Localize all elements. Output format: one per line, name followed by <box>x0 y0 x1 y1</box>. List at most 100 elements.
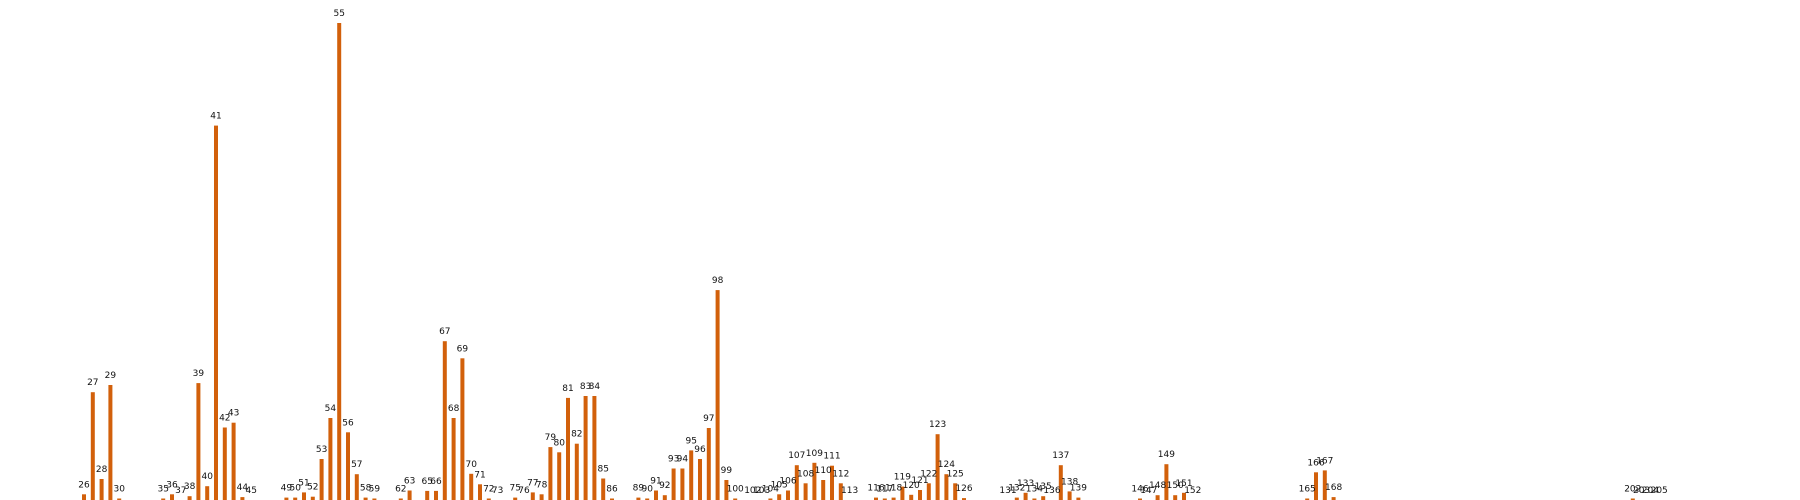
bar-label-67: 67 <box>439 327 450 337</box>
bar-55 <box>337 23 342 500</box>
bar-126 <box>962 498 966 500</box>
bar-label-137: 137 <box>1052 451 1069 461</box>
bar-38 <box>187 496 192 500</box>
bar-58 <box>363 497 368 500</box>
bar-label-85: 85 <box>597 465 608 475</box>
bar-52 <box>310 496 315 500</box>
bar-100 <box>733 498 738 500</box>
bar-label-49: 49 <box>281 484 293 494</box>
bar-104 <box>768 498 773 500</box>
bar-97 <box>706 428 711 500</box>
bar-79 <box>548 447 553 500</box>
bar-107 <box>794 465 799 500</box>
bar-81 <box>566 397 570 500</box>
bar-label-125: 125 <box>947 469 964 479</box>
bar-39 <box>196 383 201 500</box>
bar-78 <box>539 494 544 500</box>
bar-label-77: 77 <box>527 478 538 488</box>
bar-label-147: 147 <box>1140 486 1157 496</box>
bar-40 <box>205 486 210 500</box>
bar-label-53: 53 <box>316 445 327 455</box>
bar-label-52: 52 <box>307 483 318 493</box>
bar-label-119: 119 <box>894 473 911 483</box>
bar-label-108: 108 <box>797 469 814 479</box>
bar-146 <box>1138 498 1142 500</box>
bar-label-45: 45 <box>245 486 256 496</box>
bar-112 <box>838 483 843 500</box>
bar-label-150: 150 <box>1167 481 1184 491</box>
bar-119 <box>900 486 905 500</box>
bar-167 <box>1322 470 1327 500</box>
bar-44 <box>240 497 245 500</box>
bar-149 <box>1164 464 1169 500</box>
bar-91 <box>654 490 658 500</box>
bar-59 <box>372 498 377 500</box>
bar-label-102: 102 <box>744 486 761 496</box>
bar-label-133: 133 <box>1017 479 1034 489</box>
bar-label-86: 86 <box>606 485 618 495</box>
bar-151 <box>1182 492 1186 500</box>
bar-90 <box>645 498 650 500</box>
bar-105 <box>777 494 782 500</box>
bar-label-59: 59 <box>369 485 381 495</box>
bar-124 <box>944 474 949 500</box>
bar-label-121: 121 <box>911 476 928 486</box>
bar-label-90: 90 <box>641 485 653 495</box>
bar-120 <box>909 494 914 500</box>
bar-99 <box>724 480 729 500</box>
bar-43 <box>231 422 236 500</box>
bar-86 <box>610 498 614 500</box>
bar-83 <box>583 396 588 500</box>
bar-125 <box>953 483 958 500</box>
bar-label-72: 72 <box>483 485 494 495</box>
bar-134 <box>1032 498 1037 500</box>
bar-168 <box>1331 497 1336 500</box>
bar-label-58: 58 <box>360 484 372 494</box>
bar-label-71: 71 <box>474 470 485 480</box>
bar-28 <box>99 479 104 500</box>
bar-70 <box>469 473 474 500</box>
bar-label-37: 37 <box>175 486 186 496</box>
bar-148 <box>1155 495 1160 500</box>
bar-29 <box>108 385 113 500</box>
bar-26 <box>82 494 86 500</box>
bar-label-116: 116 <box>867 484 884 494</box>
bar-56 <box>346 432 350 500</box>
bar-66 <box>434 490 438 500</box>
bar-label-41: 41 <box>210 112 221 122</box>
bar-label-75: 75 <box>509 484 520 494</box>
bar-84 <box>592 396 597 500</box>
bar-label-81: 81 <box>562 384 573 394</box>
bar-label-76: 76 <box>518 486 530 496</box>
bar-label-134: 134 <box>1026 485 1043 495</box>
bar-71 <box>478 484 482 500</box>
bar-50 <box>293 497 298 500</box>
bar-label-151: 151 <box>1175 479 1192 489</box>
bar-62 <box>398 498 403 500</box>
bar-label-99: 99 <box>721 466 733 476</box>
bar-label-205: 205 <box>1651 486 1668 496</box>
bar-116 <box>874 497 878 500</box>
bar-72 <box>486 498 491 500</box>
bar-label-83: 83 <box>580 382 591 392</box>
bar-label-63: 63 <box>404 477 415 487</box>
bar-label-38: 38 <box>184 482 196 492</box>
bar-label-92: 92 <box>659 481 670 491</box>
bar-label-149: 149 <box>1158 450 1175 460</box>
bar-label-89: 89 <box>633 484 645 494</box>
bar-label-40: 40 <box>201 472 213 482</box>
bar-label-42: 42 <box>219 414 230 424</box>
bar-75 <box>513 497 518 500</box>
bar-label-165: 165 <box>1299 485 1316 495</box>
bar-98 <box>715 290 720 500</box>
bar-label-94: 94 <box>677 455 689 465</box>
bar-123 <box>935 434 940 500</box>
bar-96 <box>698 459 702 500</box>
bar-35 <box>161 498 166 500</box>
bar-121 <box>918 490 922 500</box>
bar-label-111: 111 <box>823 452 840 462</box>
bar-202 <box>1630 498 1635 500</box>
